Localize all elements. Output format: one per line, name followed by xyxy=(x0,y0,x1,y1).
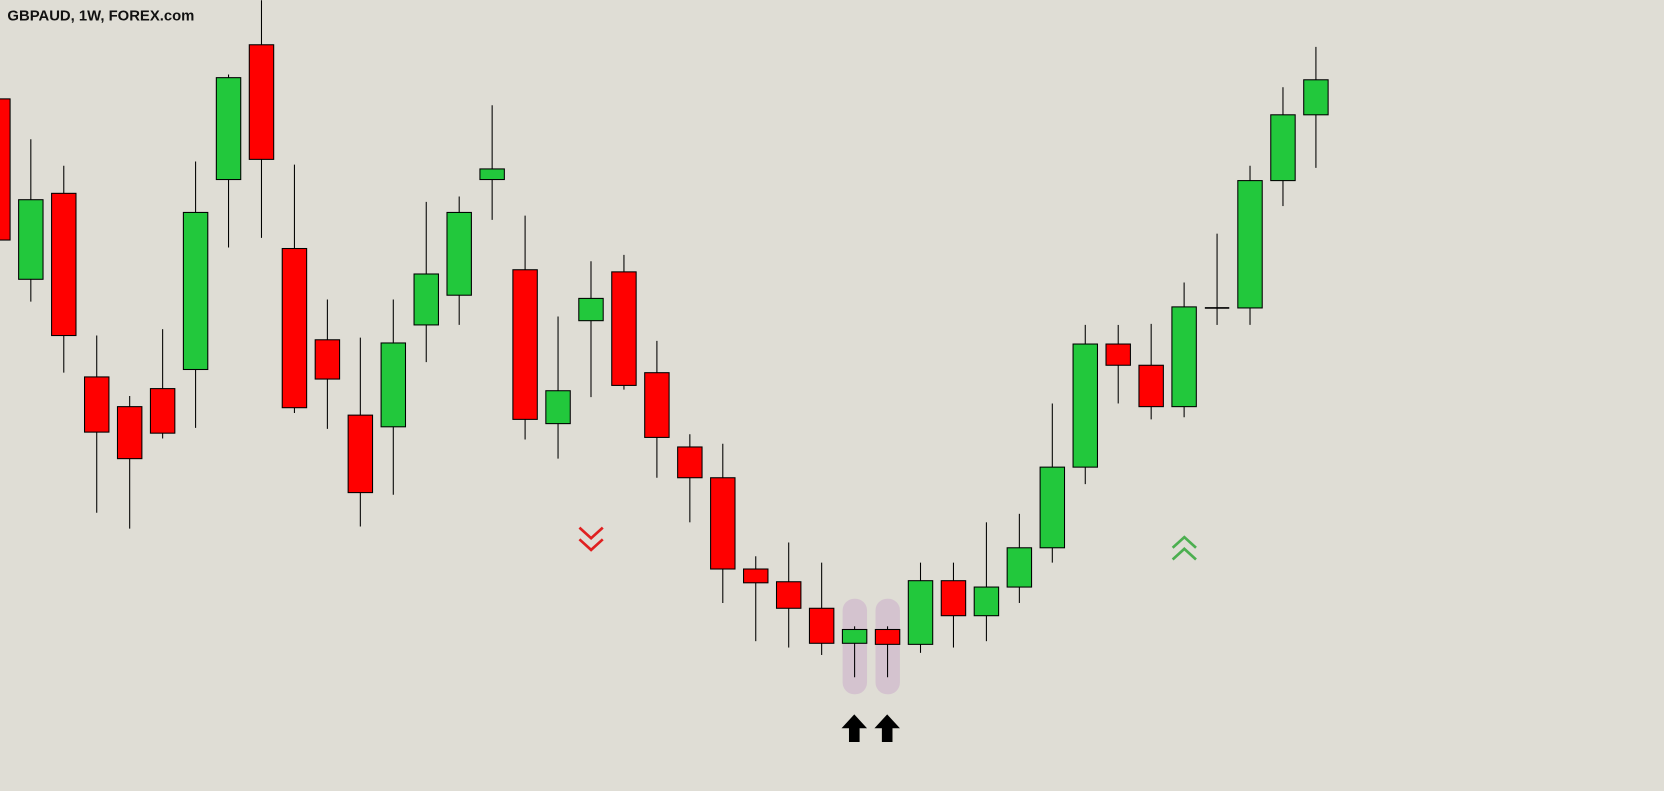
candle-body xyxy=(841,628,868,644)
chart-title: GBPAUD, 1W, FOREX.com xyxy=(7,8,194,24)
candle-body xyxy=(907,580,934,645)
candle-body xyxy=(413,273,439,326)
candle-body xyxy=(149,388,176,434)
candle-body xyxy=(215,77,242,181)
candle-body xyxy=(1072,343,1098,468)
candle-body xyxy=(281,247,308,409)
candles xyxy=(0,0,1329,678)
candle-body xyxy=(775,581,802,609)
candle-body xyxy=(18,199,44,280)
candle-body xyxy=(1270,114,1296,182)
candle-body xyxy=(51,192,77,337)
candle-body xyxy=(545,390,571,425)
candle-body xyxy=(347,414,374,494)
sell-signal xyxy=(578,526,604,552)
candle-body xyxy=(314,339,341,380)
candle-body xyxy=(479,168,505,181)
arrow-up xyxy=(874,714,900,742)
candle-body xyxy=(874,628,901,645)
candle-body xyxy=(578,297,604,322)
candle-body xyxy=(1039,466,1066,549)
candle-body xyxy=(83,376,110,433)
candle-body xyxy=(1105,343,1131,366)
candle-body xyxy=(677,446,703,479)
candle-body xyxy=(710,477,736,570)
candle-body xyxy=(644,372,670,438)
buy-signal xyxy=(1171,535,1197,561)
candle-body xyxy=(380,342,407,428)
candle-body xyxy=(743,568,769,584)
candle-body xyxy=(512,269,538,420)
candle-body xyxy=(1006,547,1033,588)
candle-body xyxy=(446,211,472,296)
candle-body xyxy=(0,98,11,241)
candle-body xyxy=(116,406,143,460)
candle-body xyxy=(940,580,967,617)
arrow-up xyxy=(841,714,868,742)
candle-body xyxy=(182,211,209,371)
candle-body xyxy=(1237,180,1263,309)
candle-body xyxy=(1303,79,1329,116)
candle-body xyxy=(248,44,275,160)
candle-body xyxy=(1138,364,1164,408)
candle-body xyxy=(611,271,637,386)
candle-body xyxy=(1171,306,1197,408)
candle-body xyxy=(973,586,1000,617)
candle-body xyxy=(808,607,835,644)
